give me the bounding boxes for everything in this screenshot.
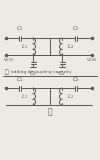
Text: $C_1$: $C_1$	[16, 75, 24, 84]
Text: $C_d$: $C_d$	[29, 69, 37, 78]
Text: $V_{DS0}$: $V_{DS0}$	[86, 56, 97, 64]
Text: $L_2$: $L_2$	[67, 92, 74, 101]
Text: $C_2$: $C_2$	[72, 75, 80, 84]
Text: $C_d$: $C_d$	[58, 69, 66, 78]
Text: $L_1$: $L_1$	[21, 92, 28, 101]
Text: Ⓑ: Ⓑ	[5, 69, 9, 75]
Text: Ⓐ: Ⓐ	[48, 108, 52, 116]
Text: $L_2$: $L_2$	[67, 42, 74, 51]
Text: $C_1$: $C_1$	[16, 25, 24, 33]
Text: $C_2$: $C_2$	[72, 25, 80, 33]
Text: $L_1$: $L_1$	[21, 42, 28, 51]
Text: $V_{GS0}$: $V_{GS0}$	[3, 56, 14, 64]
Text: adding decoupling capacity: adding decoupling capacity	[11, 70, 72, 74]
